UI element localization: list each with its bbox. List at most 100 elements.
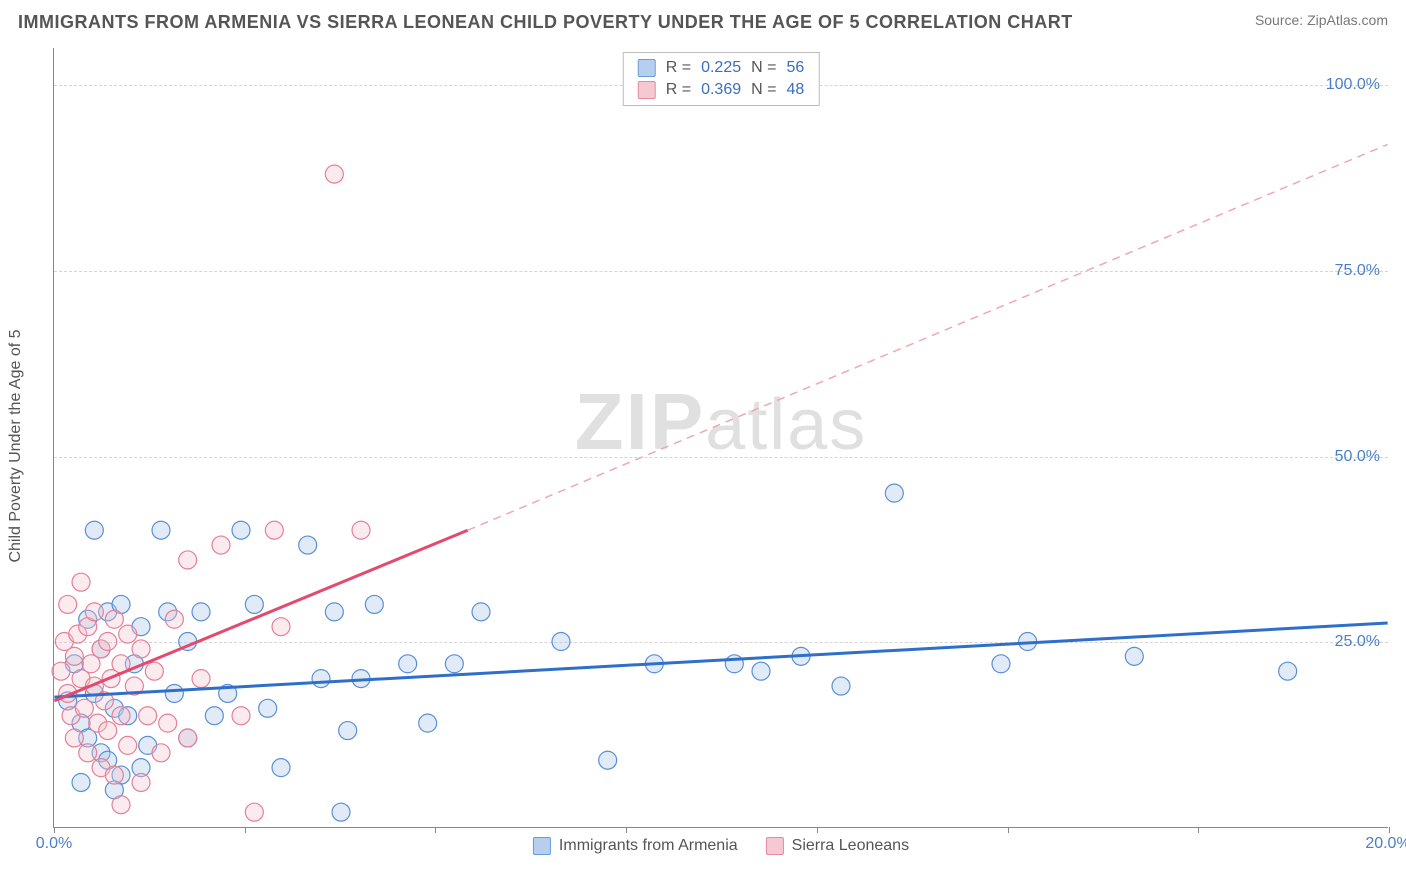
data-point (132, 640, 150, 658)
data-point (112, 796, 130, 814)
data-point (205, 707, 223, 725)
data-point (232, 521, 250, 539)
source-label: Source: (1255, 12, 1307, 28)
data-point (299, 536, 317, 554)
legend-item-armenia: Immigrants from Armenia (533, 837, 738, 855)
correlation-legend: R = 0.225 N = 56 R = 0.369 N = 48 (623, 52, 820, 106)
data-point (99, 633, 117, 651)
chart-plot-area: ZIPatlas 25.0%50.0%75.0%100.0% R = 0.225… (53, 48, 1388, 828)
r-value-sierra: 0.369 (701, 81, 741, 99)
data-point (119, 736, 137, 754)
data-point (1125, 647, 1143, 665)
data-point (105, 610, 123, 628)
n-label: N = (751, 59, 776, 77)
data-point (65, 729, 83, 747)
x-tick (1008, 827, 1009, 833)
swatch-icon (766, 837, 784, 855)
legend-item-sierra: Sierra Leoneans (766, 837, 909, 855)
r-label: R = (666, 59, 691, 77)
data-point (212, 536, 230, 554)
data-point (99, 722, 117, 740)
chart-title: IMMIGRANTS FROM ARMENIA VS SIERRA LEONEA… (18, 12, 1073, 33)
data-point (245, 803, 263, 821)
data-point (352, 521, 370, 539)
data-point (232, 707, 250, 725)
data-point (339, 722, 357, 740)
legend-row-sierra: R = 0.369 N = 48 (638, 79, 805, 101)
data-point (259, 699, 277, 717)
x-tick-label-max: 20.0% (1365, 835, 1406, 853)
data-point (752, 662, 770, 680)
n-value-armenia: 56 (786, 59, 804, 77)
data-point (165, 684, 183, 702)
trend-line-dashed (468, 144, 1388, 530)
data-point (552, 633, 570, 651)
data-point (992, 655, 1010, 673)
data-point (832, 677, 850, 695)
swatch-icon (638, 59, 656, 77)
data-point (179, 551, 197, 569)
data-point (419, 714, 437, 732)
data-point (132, 773, 150, 791)
data-point (65, 647, 83, 665)
data-point (265, 521, 283, 539)
n-value-sierra: 48 (786, 81, 804, 99)
legend-label-sierra: Sierra Leoneans (792, 837, 909, 855)
series-legend: Immigrants from Armenia Sierra Leoneans (533, 837, 909, 855)
data-point (472, 603, 490, 621)
r-label: R = (666, 81, 691, 99)
data-point (52, 662, 70, 680)
source-value: ZipAtlas.com (1307, 12, 1388, 28)
data-point (159, 714, 177, 732)
x-tick (435, 827, 436, 833)
x-tick (626, 827, 627, 833)
data-point (192, 603, 210, 621)
data-point (85, 603, 103, 621)
n-label: N = (751, 81, 776, 99)
data-point (119, 625, 137, 643)
data-point (79, 744, 97, 762)
x-tick (1198, 827, 1199, 833)
data-point (72, 573, 90, 591)
data-point (272, 759, 290, 777)
data-point (1279, 662, 1297, 680)
data-point (152, 521, 170, 539)
source-citation: Source: ZipAtlas.com (1255, 12, 1388, 30)
data-point (72, 773, 90, 791)
data-point (599, 751, 617, 769)
data-point (165, 610, 183, 628)
r-value-armenia: 0.225 (701, 59, 741, 77)
data-point (152, 744, 170, 762)
data-point (139, 707, 157, 725)
data-point (445, 655, 463, 673)
scatter-svg (54, 48, 1388, 827)
swatch-icon (533, 837, 551, 855)
x-tick-label-min: 0.0% (36, 835, 72, 853)
legend-row-armenia: R = 0.225 N = 56 (638, 57, 805, 79)
y-axis-label: Child Poverty Under the Age of 5 (7, 329, 25, 562)
x-tick (245, 827, 246, 833)
data-point (365, 595, 383, 613)
data-point (145, 662, 163, 680)
data-point (59, 595, 77, 613)
legend-label-armenia: Immigrants from Armenia (559, 837, 738, 855)
x-tick (54, 827, 55, 833)
data-point (332, 803, 350, 821)
data-point (192, 670, 210, 688)
data-point (85, 521, 103, 539)
data-point (325, 603, 343, 621)
trend-line (54, 623, 1387, 697)
data-point (399, 655, 417, 673)
data-point (272, 618, 290, 636)
data-point (312, 670, 330, 688)
x-tick (817, 827, 818, 833)
data-point (112, 707, 130, 725)
data-point (105, 766, 123, 784)
data-point (179, 729, 197, 747)
data-point (75, 699, 93, 717)
data-point (325, 165, 343, 183)
x-tick (1389, 827, 1390, 833)
data-point (885, 484, 903, 502)
swatch-icon (638, 81, 656, 99)
data-point (245, 595, 263, 613)
